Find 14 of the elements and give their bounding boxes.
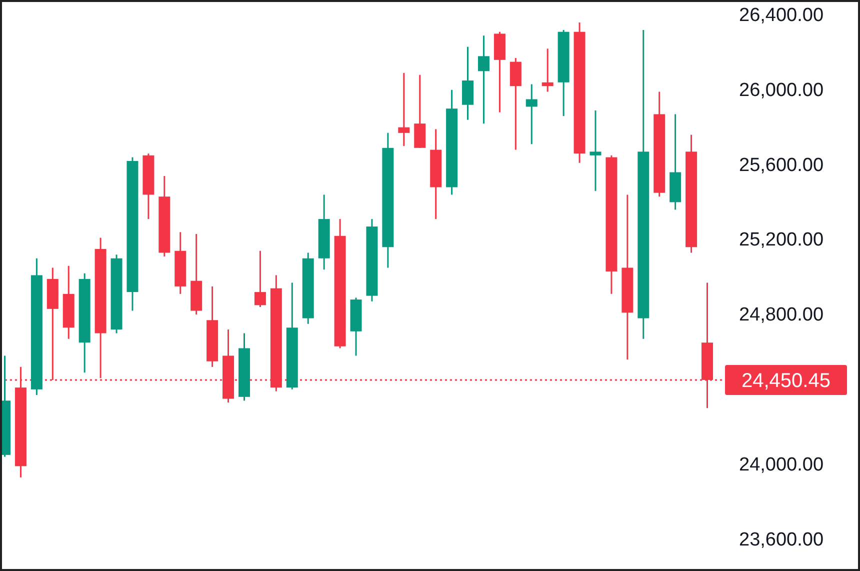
y-tick-label: 24,000.00	[739, 454, 824, 476]
y-tick-label: 24,800.00	[739, 304, 824, 326]
candlestick	[254, 250, 266, 308]
y-tick-label: 26,000.00	[739, 80, 824, 101]
candlestick	[398, 72, 410, 147]
y-tick-label: 23,600.00	[739, 529, 824, 550]
candlestick	[526, 83, 538, 145]
ref-line-label: 24,450.45	[742, 370, 830, 392]
candlestick	[542, 48, 554, 92]
y-tick-label: 25,600.00	[739, 154, 824, 176]
y-tick-label: 26,400.00	[739, 5, 824, 26]
candlestick	[590, 110, 602, 192]
y-tick-label: 25,200.00	[739, 230, 824, 251]
candlestick	[478, 34, 490, 124]
